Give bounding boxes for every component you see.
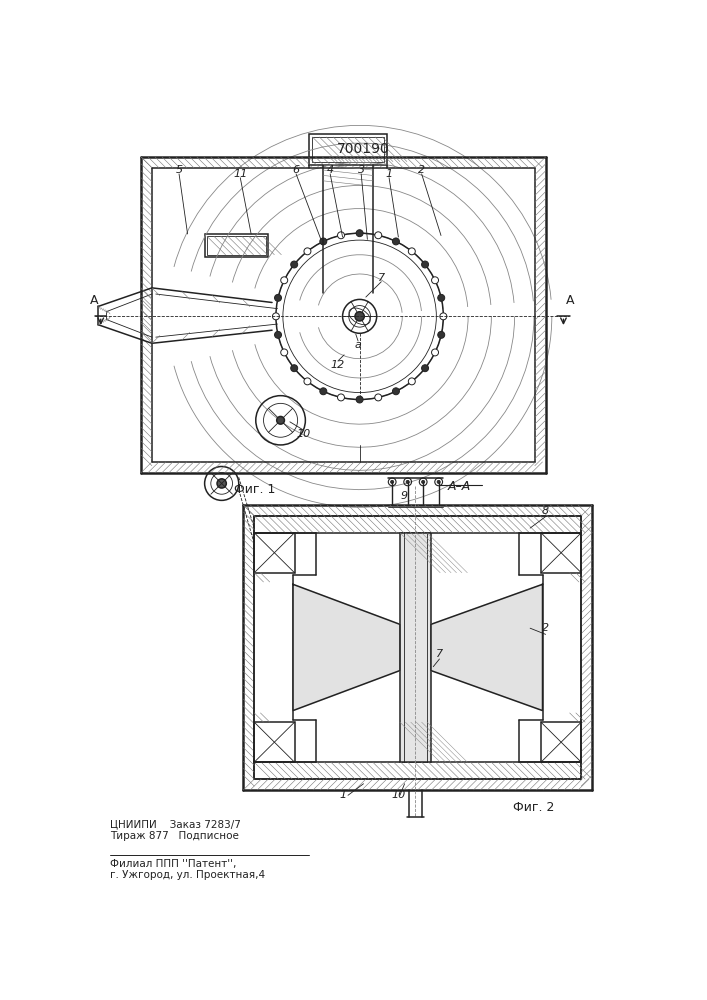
Circle shape <box>392 238 399 245</box>
Text: 5: 5 <box>175 165 182 175</box>
Text: 2: 2 <box>542 623 549 633</box>
Text: 7: 7 <box>436 649 443 659</box>
Circle shape <box>421 480 425 483</box>
Circle shape <box>440 313 447 320</box>
Text: A: A <box>566 294 575 307</box>
Bar <box>312 137 384 162</box>
Text: A: A <box>90 294 99 307</box>
Circle shape <box>409 378 415 385</box>
Bar <box>255 762 581 779</box>
Text: 8: 8 <box>542 506 549 516</box>
Bar <box>204 234 268 257</box>
Circle shape <box>356 230 363 237</box>
Circle shape <box>438 331 445 338</box>
Bar <box>309 134 387 165</box>
Circle shape <box>337 232 344 239</box>
Circle shape <box>320 388 327 395</box>
Circle shape <box>304 248 311 255</box>
Text: 9: 9 <box>401 491 408 501</box>
Text: ЦНИИПИ    Заказ 7283/7: ЦНИИПИ Заказ 7283/7 <box>110 819 241 829</box>
Circle shape <box>409 248 415 255</box>
Circle shape <box>438 294 445 301</box>
Text: a: a <box>355 340 361 350</box>
Circle shape <box>431 349 438 356</box>
Circle shape <box>375 394 382 401</box>
Circle shape <box>304 378 311 385</box>
Bar <box>400 533 431 762</box>
Circle shape <box>320 238 327 245</box>
Circle shape <box>281 349 288 356</box>
Text: A–A: A–A <box>448 480 470 493</box>
Circle shape <box>291 365 298 372</box>
Circle shape <box>355 312 364 321</box>
Text: 4: 4 <box>327 165 334 175</box>
Text: 700190: 700190 <box>337 142 390 156</box>
Circle shape <box>217 479 226 488</box>
Text: 2: 2 <box>418 165 425 175</box>
Circle shape <box>392 388 399 395</box>
Circle shape <box>274 331 281 338</box>
Circle shape <box>291 261 298 268</box>
Bar <box>255 722 295 762</box>
Text: Фиг. 1: Фиг. 1 <box>234 483 276 496</box>
Polygon shape <box>293 584 400 711</box>
Circle shape <box>437 480 440 483</box>
Text: 11: 11 <box>233 169 247 179</box>
Text: 10: 10 <box>391 790 406 800</box>
Text: 7: 7 <box>378 273 385 283</box>
Text: 6: 6 <box>293 165 300 175</box>
Circle shape <box>281 277 288 284</box>
Circle shape <box>391 480 394 483</box>
Text: 3: 3 <box>358 165 365 175</box>
Text: Тираж 877   Подписное: Тираж 877 Подписное <box>110 831 239 841</box>
Circle shape <box>431 277 438 284</box>
Text: Фиг. 2: Фиг. 2 <box>513 801 555 814</box>
Polygon shape <box>431 584 542 711</box>
Text: 10: 10 <box>297 429 311 439</box>
Circle shape <box>421 261 428 268</box>
Circle shape <box>337 394 344 401</box>
Circle shape <box>272 313 279 320</box>
Text: г. Ужгород, ул. Проектная,4: г. Ужгород, ул. Проектная,4 <box>110 870 265 880</box>
Circle shape <box>375 232 382 239</box>
Bar <box>541 533 581 573</box>
Circle shape <box>276 416 284 424</box>
Bar <box>541 722 581 762</box>
Text: 1: 1 <box>339 790 346 800</box>
Circle shape <box>421 365 428 372</box>
Text: 1: 1 <box>385 169 392 179</box>
Text: Филиал ППП ''Патент'',: Филиал ППП ''Патент'', <box>110 859 236 869</box>
Circle shape <box>356 396 363 403</box>
Text: 12: 12 <box>331 360 345 370</box>
Circle shape <box>274 294 281 301</box>
Bar <box>207 236 266 255</box>
Circle shape <box>406 480 409 483</box>
Bar <box>255 533 295 573</box>
Bar <box>255 516 581 533</box>
